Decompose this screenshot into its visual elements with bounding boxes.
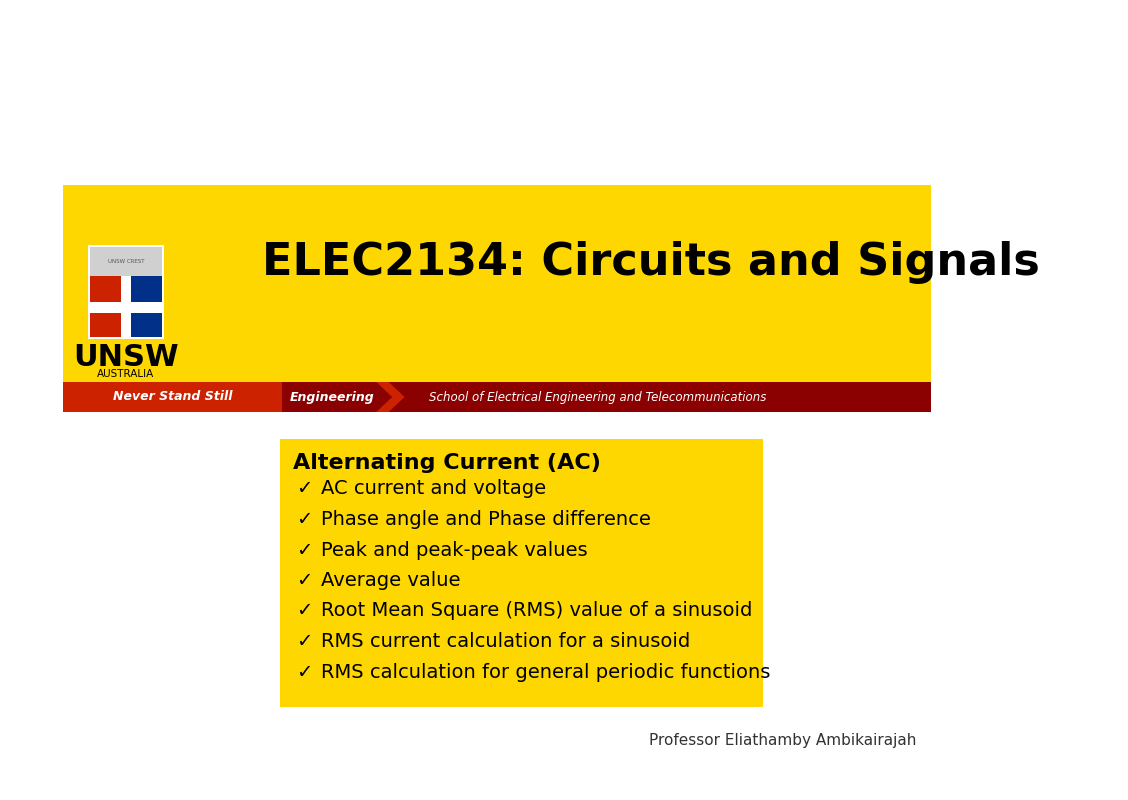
Text: ✓: ✓ xyxy=(297,632,312,651)
Text: ✓: ✓ xyxy=(297,602,312,621)
Text: ELEC2134: Circuits and Signals: ELEC2134: Circuits and Signals xyxy=(262,241,1040,283)
Text: Never Stand Still: Never Stand Still xyxy=(113,390,232,403)
FancyBboxPatch shape xyxy=(90,247,162,276)
Text: Peak and peak-peak values: Peak and peak-peak values xyxy=(320,541,588,559)
Text: School of Electrical Engineering and Telecommunications: School of Electrical Engineering and Tel… xyxy=(430,390,767,403)
Text: Root Mean Square (RMS) value of a sinusoid: Root Mean Square (RMS) value of a sinuso… xyxy=(320,602,752,621)
Text: Average value: Average value xyxy=(320,571,460,590)
FancyBboxPatch shape xyxy=(90,302,162,313)
Text: Alternating Current (AC): Alternating Current (AC) xyxy=(293,453,601,473)
Text: ✓: ✓ xyxy=(297,662,312,682)
Text: UNSW: UNSW xyxy=(73,343,179,372)
FancyBboxPatch shape xyxy=(126,276,162,337)
Text: AUSTRALIA: AUSTRALIA xyxy=(97,369,155,379)
Polygon shape xyxy=(377,382,405,412)
FancyBboxPatch shape xyxy=(63,382,282,412)
FancyBboxPatch shape xyxy=(63,185,931,405)
Text: RMS current calculation for a sinusoid: RMS current calculation for a sinusoid xyxy=(320,632,690,651)
FancyBboxPatch shape xyxy=(121,276,131,337)
FancyBboxPatch shape xyxy=(280,439,764,707)
Text: RMS calculation for general periodic functions: RMS calculation for general periodic fun… xyxy=(320,662,770,682)
Text: ✓: ✓ xyxy=(297,510,312,529)
Text: Phase angle and Phase difference: Phase angle and Phase difference xyxy=(320,510,651,529)
Text: Professor Eliathamby Ambikairajah: Professor Eliathamby Ambikairajah xyxy=(650,733,917,748)
Text: AC current and voltage: AC current and voltage xyxy=(320,479,546,498)
Text: UNSW CREST: UNSW CREST xyxy=(108,259,144,264)
Text: ✓: ✓ xyxy=(297,479,312,498)
FancyBboxPatch shape xyxy=(90,276,126,337)
Text: ✓: ✓ xyxy=(297,571,312,590)
FancyBboxPatch shape xyxy=(282,382,931,412)
Text: ✓: ✓ xyxy=(297,541,312,559)
Text: Engineering: Engineering xyxy=(290,390,374,403)
FancyBboxPatch shape xyxy=(88,245,164,339)
